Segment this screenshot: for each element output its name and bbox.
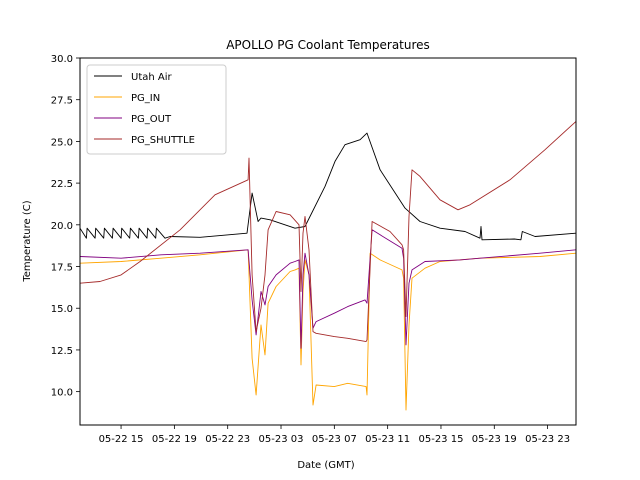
y-tick-label: 17.5 bbox=[51, 263, 73, 274]
series-line-pg-out bbox=[80, 229, 576, 349]
series-layer bbox=[80, 121, 576, 411]
legend-label: PG_OUT bbox=[131, 114, 172, 125]
y-tick-label: 20.0 bbox=[51, 221, 73, 232]
y-tick-label: 15.0 bbox=[51, 304, 73, 315]
x-tick-label: 05-23 15 bbox=[418, 434, 463, 445]
x-axis: 05-22 15 05-22 19 05-22 23 05-23 03 05-23 07… bbox=[99, 425, 570, 445]
plot-area bbox=[80, 121, 576, 411]
legend-label: Utah Air bbox=[131, 72, 173, 83]
y-tick-label: 30.0 bbox=[51, 54, 73, 65]
legend-label: PG_IN bbox=[131, 93, 160, 104]
x-tick-label: 05-23 19 bbox=[472, 434, 517, 445]
x-tick-label: 05-22 23 bbox=[205, 434, 250, 445]
x-tick-label: 05-23 23 bbox=[525, 434, 570, 445]
y-tick-label: 22.5 bbox=[51, 179, 73, 190]
y-tick-label: 12.5 bbox=[51, 346, 73, 357]
series-line-utah-air bbox=[80, 132, 576, 241]
axes-frame bbox=[79, 57, 577, 426]
y-axis: 10.0 12.5 15.0 17.5 20.0 22.5 25.0 27.5 30.0 bbox=[51, 54, 80, 399]
series-line-pg-in bbox=[80, 249, 576, 411]
y-axis-label: Temperature (C) bbox=[22, 200, 33, 282]
y-tick-label: 10.0 bbox=[51, 388, 73, 399]
y-tick-label: 27.5 bbox=[51, 96, 73, 107]
y-tick-label: 25.0 bbox=[51, 137, 73, 148]
chart-title: APOLLO PG Coolant Temperatures bbox=[226, 38, 430, 52]
x-tick-label: 05-23 11 bbox=[365, 434, 410, 445]
x-tick-label: 05-22 15 bbox=[99, 434, 144, 445]
legend-label: PG_SHUTTLE bbox=[131, 135, 195, 146]
x-tick-label: 05-22 19 bbox=[152, 434, 197, 445]
series-line-pg-shuttle bbox=[80, 121, 576, 343]
x-axis-label: Date (GMT) bbox=[297, 460, 354, 471]
x-tick-label: 05-23 03 bbox=[259, 434, 304, 445]
legend-box bbox=[86, 64, 227, 155]
x-tick-label: 05-23 07 bbox=[312, 434, 357, 445]
legend: Utah Air PG_IN PG_OUT PG_SHUTTLE bbox=[86, 64, 227, 155]
